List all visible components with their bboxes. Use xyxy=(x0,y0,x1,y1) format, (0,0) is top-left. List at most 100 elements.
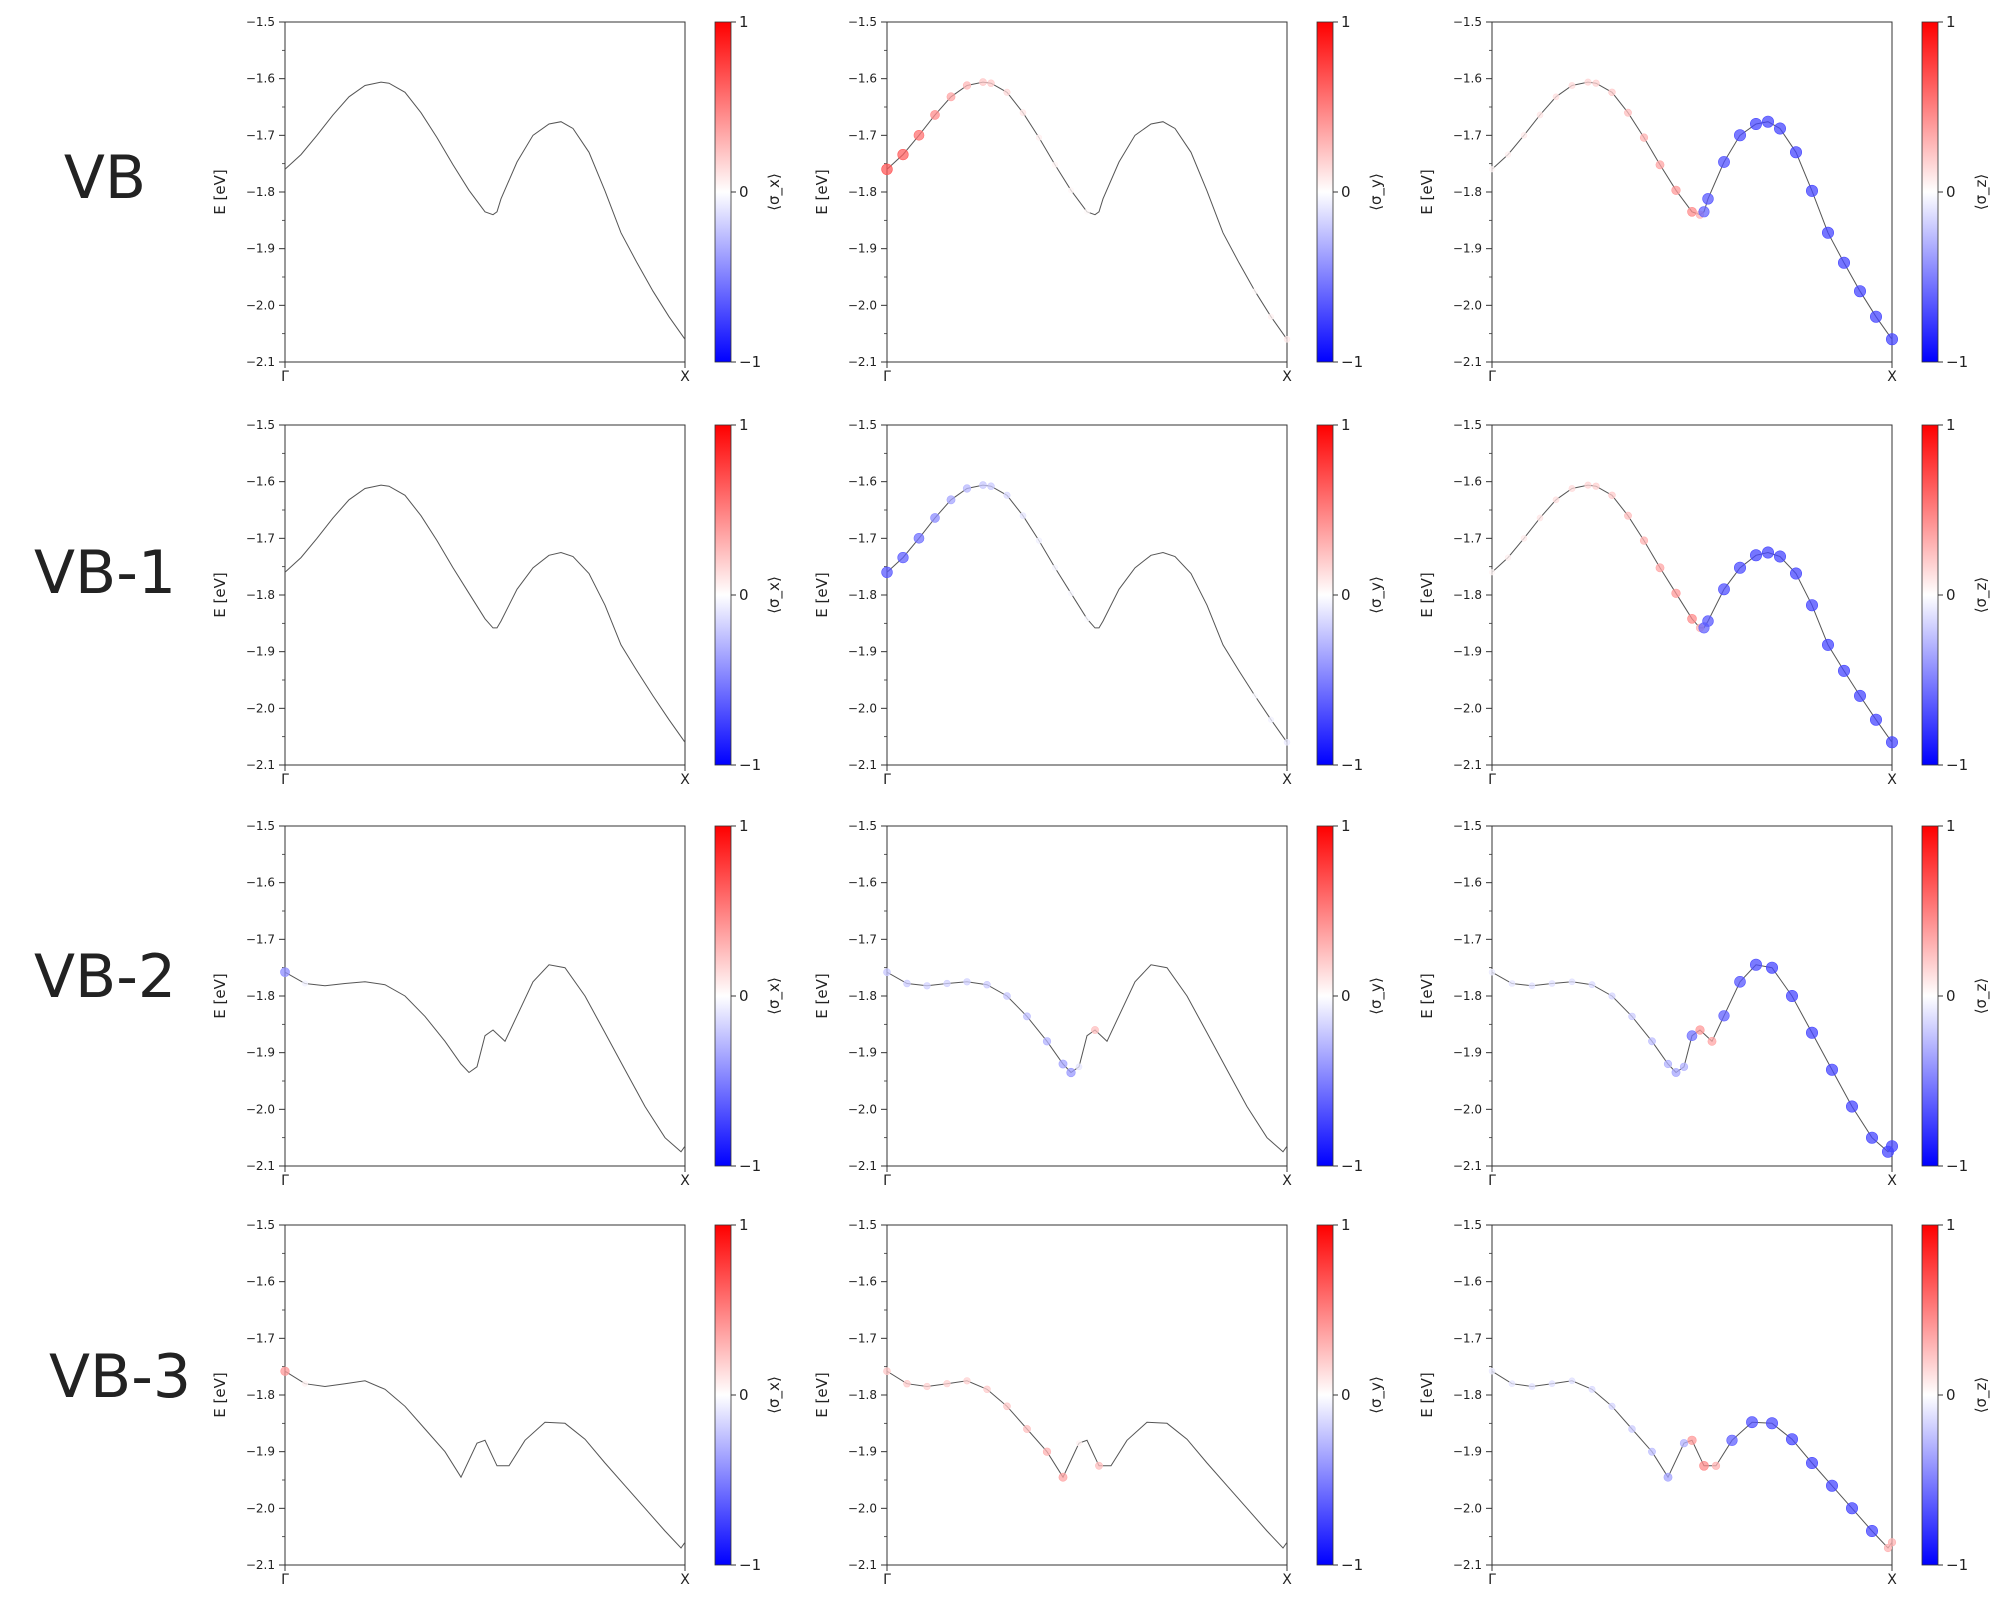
spin-point xyxy=(1624,511,1632,520)
spin-point xyxy=(1679,1439,1689,1448)
y-tick-label: −1.7 xyxy=(246,932,275,946)
spin-point xyxy=(1854,689,1867,702)
colorbar-tick-label: 1 xyxy=(1946,817,1956,835)
spin-point xyxy=(983,1385,991,1394)
colorbar-tick-label: −1 xyxy=(1946,353,1968,371)
spin-point xyxy=(1528,982,1536,990)
spin-point xyxy=(1268,313,1275,320)
y-tick-label: −1.9 xyxy=(848,1046,877,1060)
spin-point xyxy=(1838,256,1851,269)
y-axis-label: E [eV] xyxy=(211,169,229,214)
y-axis-label: E [eV] xyxy=(813,973,831,1018)
y-tick-label: −1.9 xyxy=(246,242,275,256)
axes-frame xyxy=(284,825,686,1167)
spin-point xyxy=(1252,693,1258,699)
spin-point xyxy=(903,979,911,988)
y-tick-label: −2.0 xyxy=(246,1501,275,1515)
spin-point xyxy=(1695,1025,1705,1035)
y-tick-label: −1.9 xyxy=(1453,1445,1482,1459)
colorbar-tick-label: 1 xyxy=(739,416,749,434)
y-tick-label: −2.0 xyxy=(246,701,275,715)
spin-point xyxy=(1806,1026,1819,1039)
spin-point xyxy=(1887,1538,1897,1547)
spin-point xyxy=(979,481,987,489)
colorbar-label: ⟨σ_z⟩ xyxy=(1972,978,1991,1015)
x-tick-label: X xyxy=(680,1572,690,1588)
colorbar-tick-label: 1 xyxy=(739,817,749,835)
spin-point xyxy=(1058,1472,1068,1482)
x-tick-label: Γ xyxy=(1488,1173,1496,1189)
y-tick-label: −1.9 xyxy=(246,1445,275,1459)
spin-point xyxy=(1648,1447,1656,1456)
y-tick-label: −1.9 xyxy=(1453,242,1482,256)
spin-point xyxy=(1608,88,1616,97)
y-tick-label: −1.8 xyxy=(246,588,275,602)
x-tick-label: X xyxy=(1282,1173,1292,1189)
spin-point xyxy=(1584,78,1592,86)
x-tick-label: X xyxy=(1282,1572,1292,1588)
y-tick-label: −1.8 xyxy=(246,1388,275,1402)
spin-point xyxy=(1552,93,1560,101)
y-axis-label: E [eV] xyxy=(813,1372,831,1417)
band-line xyxy=(284,484,686,743)
y-tick-label: −1.5 xyxy=(246,15,275,29)
spin-point xyxy=(1774,550,1787,563)
colorbar-tick-label: −1 xyxy=(739,1556,761,1574)
row-label: VB-1 xyxy=(34,538,176,608)
x-tick-label: Γ xyxy=(883,1572,891,1588)
axes-frame xyxy=(284,1224,686,1566)
x-tick-label: X xyxy=(1887,1173,1897,1189)
y-tick-label: −1.7 xyxy=(1453,531,1482,545)
colorbar xyxy=(1921,21,1939,363)
spin-point xyxy=(1628,1425,1636,1433)
y-tick-label: −1.8 xyxy=(1453,989,1482,1003)
spin-point xyxy=(1687,207,1697,217)
axes-frame xyxy=(1491,424,1893,766)
axes-frame xyxy=(886,21,1288,363)
x-tick-label: X xyxy=(1887,1572,1897,1588)
y-tick-label: −2.0 xyxy=(1453,298,1482,312)
y-tick-label: −1.9 xyxy=(848,645,877,659)
spin-point xyxy=(1854,285,1867,298)
spin-point xyxy=(1568,978,1576,986)
x-tick-label: Γ xyxy=(281,369,289,385)
spin-point xyxy=(1687,613,1697,624)
colorbar-tick-label: −1 xyxy=(739,1157,761,1175)
x-tick-label: X xyxy=(1887,772,1897,788)
spin-point xyxy=(1806,1457,1819,1470)
x-tick-label: Γ xyxy=(883,772,891,788)
spin-point xyxy=(1592,482,1600,490)
subplot: −1.5 −1.6 −1.7 −1.8 −1.9 −2.0 −2.1 Γ X E [eV] 1 0 −1… xyxy=(813,817,1386,1189)
y-tick-label: −2.1 xyxy=(246,758,275,772)
subplot: −1.5 −1.6 −1.7 −1.8 −1.9 −2.0 −2.1 Γ X E [eV] 1 0 −1… xyxy=(813,13,1386,385)
spin-point xyxy=(1536,111,1544,119)
y-tick-label: −1.6 xyxy=(848,475,877,489)
y-tick-label: −1.5 xyxy=(1453,15,1482,29)
y-tick-label: −1.9 xyxy=(1453,645,1482,659)
spin-point xyxy=(1870,713,1883,726)
subplot: −1.5 −1.6 −1.7 −1.8 −1.9 −2.0 −2.1 Γ X E [eV] 1 0 −1… xyxy=(211,416,784,788)
y-tick-label: −2.1 xyxy=(848,1159,877,1173)
spin-point xyxy=(923,1382,931,1391)
spin-point xyxy=(1707,1036,1717,1046)
y-tick-label: −1.8 xyxy=(1453,1388,1482,1402)
colorbar-label: ⟨σ_x⟩ xyxy=(765,977,784,1015)
colorbar xyxy=(1316,825,1334,1167)
y-tick-label: −1.7 xyxy=(246,1331,275,1345)
colorbar-label: ⟨σ_y⟩ xyxy=(1367,576,1386,614)
spin-point xyxy=(1003,992,1011,1000)
y-tick-label: −2.1 xyxy=(246,1159,275,1173)
y-tick-label: −1.7 xyxy=(1453,932,1482,946)
y-tick-label: −1.7 xyxy=(1453,128,1482,142)
spin-point xyxy=(1687,1435,1697,1445)
y-tick-label: −1.9 xyxy=(246,645,275,659)
spin-point xyxy=(1698,206,1710,218)
colorbar-tick-label: 0 xyxy=(1946,586,1956,604)
colorbar-tick-label: 0 xyxy=(1946,183,1956,201)
spin-point xyxy=(983,980,991,989)
spin-point xyxy=(1608,1402,1616,1410)
spin-point xyxy=(280,967,290,978)
spin-point xyxy=(1084,208,1090,215)
y-tick-label: −1.7 xyxy=(848,128,877,142)
y-axis-label: E [eV] xyxy=(1418,572,1436,617)
